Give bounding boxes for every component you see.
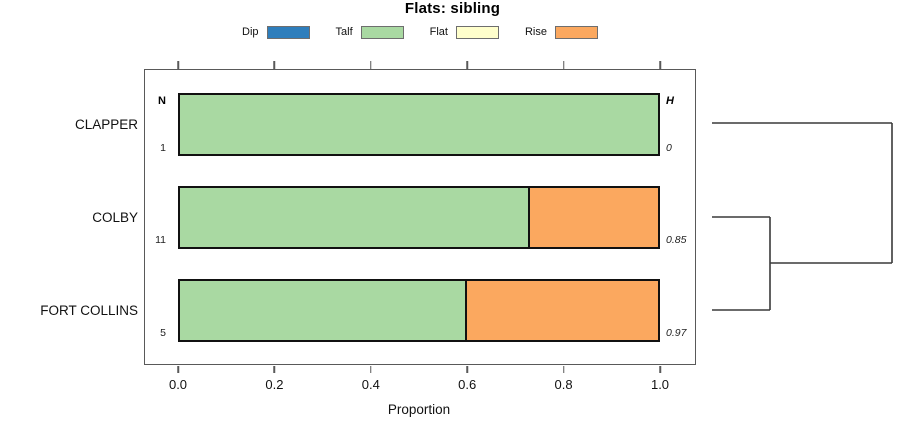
bar-segment-rise xyxy=(467,279,660,342)
axis-tick xyxy=(562,61,565,69)
legend: Dip Talf Flat Rise xyxy=(144,22,696,42)
n-value: 1 xyxy=(160,142,166,154)
x-tick-label: 0.6 xyxy=(458,377,477,392)
h-column-header: H xyxy=(666,95,674,107)
x-axis-title: Proportion xyxy=(387,402,451,417)
bottom-axis-ticks xyxy=(177,366,661,373)
row-label-colby: COLBY xyxy=(92,210,138,225)
axis-tick xyxy=(273,366,276,373)
axis-tick xyxy=(659,61,661,69)
x-tick-label: 0.2 xyxy=(265,377,284,392)
h-value: 0 xyxy=(666,142,672,154)
n-value: 5 xyxy=(160,327,166,339)
plot-panel xyxy=(144,69,696,365)
legend-label: Talf xyxy=(335,26,353,38)
bar-row xyxy=(178,186,660,249)
axis-tick xyxy=(562,366,565,373)
bar-segment-talf xyxy=(178,186,530,249)
legend-item-dip: Dip xyxy=(242,25,310,39)
chart-title: Flats: sibling xyxy=(404,0,501,17)
legend-swatch xyxy=(455,25,499,39)
x-tick-label: 0.0 xyxy=(168,377,188,392)
legend-label: Rise xyxy=(524,26,547,38)
legend-item-talf: Talf xyxy=(335,25,404,39)
axis-tick xyxy=(659,366,661,373)
row-label-fort-collins: FORT COLLINS xyxy=(40,303,138,318)
h-value: 0.97 xyxy=(666,327,687,339)
bar-row xyxy=(178,93,660,156)
x-tick-label: 0.4 xyxy=(361,377,380,392)
dendrogram xyxy=(712,122,893,311)
n-value: 11 xyxy=(155,234,166,246)
axis-tick xyxy=(177,366,179,373)
legend-swatch xyxy=(360,25,404,39)
top-axis-ticks xyxy=(177,61,661,69)
axis-tick xyxy=(466,366,468,373)
axis-tick xyxy=(177,61,179,69)
axis-tick xyxy=(370,366,372,373)
bar-segment-talf xyxy=(178,279,468,342)
legend-label: Flat xyxy=(429,26,448,38)
axis-tick xyxy=(466,61,468,69)
bar-row xyxy=(178,279,660,342)
legend-swatch xyxy=(266,25,310,39)
bar-segment-talf xyxy=(178,93,660,156)
legend-swatch xyxy=(555,25,598,39)
axis-tick xyxy=(370,61,372,69)
axis-tick xyxy=(273,61,276,69)
n-column-header: N xyxy=(158,95,166,107)
row-label-clapper: CLAPPER xyxy=(74,117,138,132)
x-tick-label: 1.0 xyxy=(650,377,670,392)
legend-label: Dip xyxy=(242,26,259,38)
legend-item-rise: Rise xyxy=(524,25,598,39)
bar-segment-rise xyxy=(529,186,660,249)
h-value: 0.85 xyxy=(666,234,687,246)
x-axis-tick-labels: 0.0 0.2 0.4 0.6 0.8 1.0 xyxy=(169,377,669,393)
x-tick-label: 0.8 xyxy=(554,377,573,392)
legend-item-flat: Flat xyxy=(429,25,499,39)
